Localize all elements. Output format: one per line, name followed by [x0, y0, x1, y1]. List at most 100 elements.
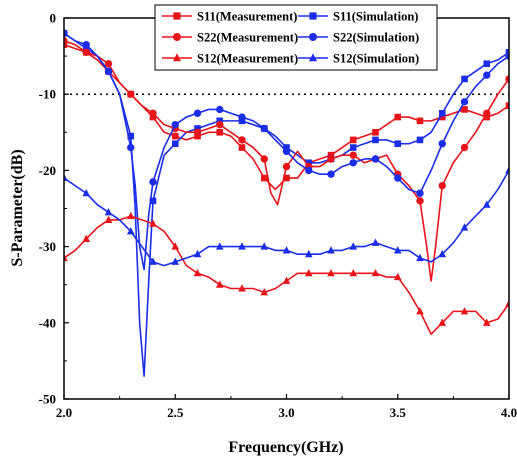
- s12-measurement-point: [282, 276, 291, 284]
- x-tick-label: 3.5: [390, 405, 407, 420]
- s11-measurement-point: [349, 136, 357, 144]
- s22-simulation-series: [64, 29, 509, 271]
- s12-simulation-point: [82, 188, 91, 197]
- s12-measurement-point: [304, 268, 313, 277]
- legend-swatch-marker: [308, 53, 318, 62]
- legend-swatch-marker: [172, 53, 182, 62]
- s22-simulation-point: [394, 174, 402, 182]
- s12-measurement-point: [104, 215, 113, 223]
- legend-item-s12-measurement: S12(Measurement): [162, 52, 298, 66]
- s12-simulation-point: [438, 249, 447, 258]
- s22-simulation-point: [260, 124, 268, 133]
- s12-simulation-point: [349, 242, 358, 250]
- s12-simulation-point: [104, 208, 113, 216]
- y-axis: 0 -10 -20 -30 -40 -50: [39, 11, 69, 407]
- s11-measurement-point: [171, 132, 179, 140]
- s11-measurement-point: [194, 132, 201, 140]
- s11-measurement-point: [283, 174, 290, 182]
- s22-simulation-point: [438, 140, 446, 148]
- s11-measurement-point: [149, 113, 157, 121]
- s12-measurement-point: [416, 307, 424, 315]
- s22-simulation-point: [82, 40, 90, 49]
- s12-simulation-point: [149, 257, 157, 265]
- legend-swatch-marker: [173, 33, 181, 41]
- s12-measurement-point: [393, 272, 402, 281]
- legend-label: S22(Simulation): [333, 31, 419, 45]
- s22-simulation-point: [305, 166, 313, 175]
- s11-measurement-point: [327, 151, 335, 159]
- s22-simulation-point: [416, 189, 424, 197]
- s11-simulation-point: [149, 197, 157, 205]
- s11-simulation-point: [194, 125, 201, 132]
- s12-simulation-point: [371, 238, 380, 246]
- s22-measurement-point: [282, 162, 291, 171]
- y-tick-label: -10: [39, 87, 56, 102]
- s12-measurement-point: [505, 299, 509, 307]
- y-tick-label: -30: [39, 239, 56, 254]
- s22-simulation-point: [282, 147, 291, 156]
- s22-measurement-point: [127, 90, 135, 98]
- s12-simulation-point: [171, 257, 180, 265]
- s22-measurement-point: [216, 120, 224, 129]
- s22-measurement-point: [193, 128, 202, 136]
- x-axis-title: Frequency(GHz): [228, 439, 343, 456]
- s12-simulation-point: [260, 242, 269, 250]
- s12-simulation-point: [238, 242, 246, 250]
- s22-simulation-point: [349, 159, 357, 167]
- s12-simulation-point: [416, 253, 424, 262]
- s11-simulation-point: [127, 132, 135, 140]
- s12-simulation-point: [64, 173, 68, 182]
- s12-measurement-point: [238, 284, 246, 292]
- s22-simulation-point: [460, 98, 469, 106]
- s12-simulation-point: [460, 223, 469, 231]
- s11-measurement-point: [372, 129, 379, 136]
- s22-simulation-point: [171, 120, 179, 129]
- s12-simulation-point: [193, 249, 202, 258]
- s12-simulation-point: [505, 166, 509, 174]
- s22-measurement-point: [238, 136, 246, 144]
- legend-swatch-marker: [173, 12, 181, 20]
- s12-simulation-series: [64, 166, 509, 267]
- y-tick-label: 0: [50, 11, 57, 26]
- s22-measurement-point: [327, 155, 335, 163]
- s12-measurement-point: [349, 268, 358, 277]
- x-tick-label: 4.0: [501, 405, 517, 420]
- s12-simulation-point: [126, 227, 135, 235]
- s12-simulation-point: [215, 242, 224, 250]
- y-tick-label: -20: [39, 163, 56, 178]
- s12-measurement-point: [438, 318, 447, 326]
- s12-measurement-point: [171, 242, 180, 250]
- legend-label: S12(Measurement): [197, 52, 298, 66]
- legend-label: S12(Simulation): [333, 52, 419, 66]
- x-tick-label: 3.0: [278, 405, 294, 420]
- s22-measurement-point: [460, 143, 469, 152]
- legend-label: S22(Measurement): [197, 31, 298, 45]
- legend-swatch-marker: [309, 12, 317, 20]
- legend-item-s11-measurement: S11(Measurement): [162, 10, 297, 24]
- s11-simulation-point: [283, 144, 290, 151]
- s22-measurement-point: [149, 109, 157, 117]
- s22-measurement-line: [64, 40, 509, 282]
- s11-simulation-point: [505, 48, 509, 56]
- s11-measurement-point: [483, 113, 491, 121]
- s22-measurement-point: [438, 181, 446, 190]
- s12-measurement-point: [460, 307, 469, 315]
- s12-measurement-point: [126, 211, 135, 220]
- s11-measurement-point: [438, 113, 446, 121]
- s12-measurement-point: [149, 219, 157, 227]
- y-tick-label: -50: [39, 392, 56, 407]
- x-tick-label: 2.0: [56, 405, 72, 420]
- s22-simulation-point: [127, 143, 135, 152]
- legend-swatch-marker: [309, 33, 317, 41]
- s22-simulation-point: [149, 178, 157, 186]
- s12-measurement-point: [371, 268, 380, 277]
- s22-measurement-point: [505, 75, 509, 83]
- s11-simulation-point: [416, 136, 424, 144]
- y-tick-label: -40: [39, 315, 56, 330]
- s22-simulation-point: [104, 67, 113, 76]
- s22-simulation-point: [483, 71, 491, 79]
- s12-measurement-point: [64, 253, 68, 262]
- s22-measurement-point: [82, 48, 90, 56]
- s12-measurement-point: [482, 318, 491, 326]
